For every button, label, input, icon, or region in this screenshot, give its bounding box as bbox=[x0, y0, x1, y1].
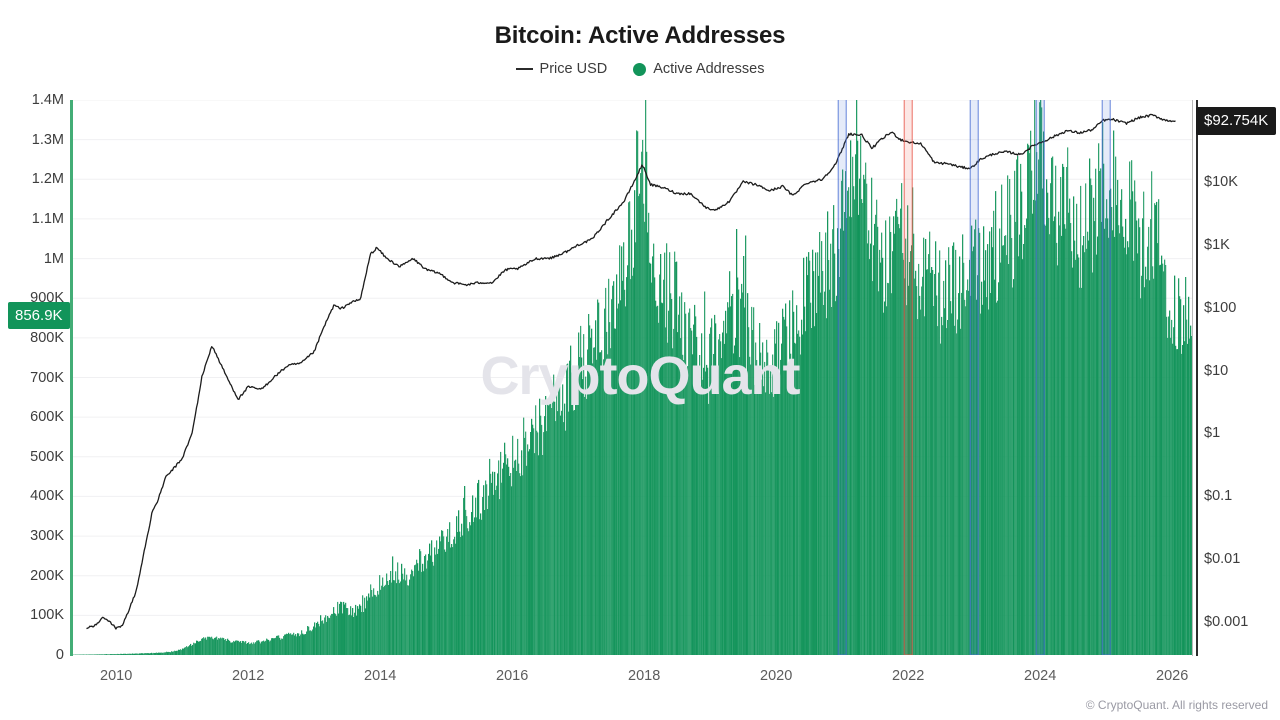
y-axis-left-tick: 1M bbox=[43, 250, 64, 267]
blue-marker-band bbox=[1101, 100, 1111, 655]
legend-label-active-addresses: Active Addresses bbox=[653, 61, 765, 77]
y-axis-left-tick: 1.2M bbox=[31, 171, 64, 188]
x-axis-tick: 2016 bbox=[496, 668, 529, 684]
vertical-marker-bands bbox=[837, 100, 1111, 655]
copyright-footer: © CryptoQuant. All rights reserved bbox=[1085, 698, 1268, 712]
line-dash-icon bbox=[515, 68, 533, 70]
active-addresses-bars bbox=[70, 100, 1192, 655]
y-axis-left-tick: 1.3M bbox=[31, 131, 64, 148]
left-axis-spine bbox=[70, 100, 73, 656]
plot-area[interactable] bbox=[70, 100, 1192, 655]
y-axis-left-tick: 500K bbox=[30, 448, 64, 465]
circle-dot-icon bbox=[633, 62, 647, 76]
x-axis-tick: 2024 bbox=[1024, 668, 1057, 684]
blue-marker-band bbox=[1035, 100, 1045, 655]
y-axis-left-tick: 0 bbox=[55, 647, 64, 663]
y-axis-right-tick: $100 bbox=[1204, 299, 1237, 316]
y-axis-left-tick: 1.1M bbox=[31, 210, 64, 227]
x-axis-tick: 2014 bbox=[364, 668, 397, 684]
y-axis-left-tick: 900K bbox=[30, 290, 64, 307]
right-axis-value-badge: $92.754K bbox=[1196, 106, 1277, 135]
y-axis-right-tick: $1K bbox=[1204, 236, 1230, 253]
x-axis-tick: 2020 bbox=[760, 668, 793, 684]
y-axis-left-tick: 1.4M bbox=[31, 92, 64, 108]
y-axis-left-tick: 100K bbox=[30, 607, 64, 624]
y-axis-right-tick: $0.1 bbox=[1204, 488, 1233, 505]
x-axis-tick: 2026 bbox=[1156, 668, 1189, 684]
legend-label-price: Price USD bbox=[539, 61, 608, 77]
y-axis-right-tick: $0.01 bbox=[1204, 551, 1241, 568]
right-axis-spine-inner bbox=[1192, 100, 1193, 656]
y-axis-left-tick: 400K bbox=[30, 488, 64, 505]
y-axis-left-tick: 600K bbox=[30, 409, 64, 426]
y-axis-right-tick: $10 bbox=[1204, 362, 1229, 379]
x-axis-tick: 2018 bbox=[628, 668, 661, 684]
right-axis-spine-outer bbox=[1196, 100, 1198, 656]
y-axis-right-tick: $10K bbox=[1204, 173, 1238, 190]
price-usd-line bbox=[86, 113, 1176, 630]
legend-item-active-addresses[interactable]: Active Addresses bbox=[633, 61, 764, 77]
x-axis-tick: 2010 bbox=[100, 668, 133, 684]
chart-legend: Price USD Active Addresses bbox=[0, 61, 1280, 77]
x-axis-tick: 2022 bbox=[892, 668, 925, 684]
blue-marker-band bbox=[837, 100, 847, 655]
x-axis-tick: 2012 bbox=[232, 668, 265, 684]
y-axis-left-tick: 300K bbox=[30, 528, 64, 545]
page-title: Bitcoin: Active Addresses bbox=[494, 22, 786, 49]
red-marker-band bbox=[903, 100, 913, 655]
blue-marker-band bbox=[969, 100, 979, 655]
left-axis-value-badge: 856.9K bbox=[8, 302, 70, 330]
y-axis-left-tick: 800K bbox=[30, 329, 64, 346]
chart-canvas bbox=[70, 100, 1192, 655]
y-axis-left-tick: 700K bbox=[30, 369, 64, 386]
y-axis-right-tick: $1 bbox=[1204, 425, 1221, 442]
y-axis-right-tick: $0.001 bbox=[1204, 614, 1249, 631]
y-axis-left-tick: 200K bbox=[30, 567, 64, 584]
legend-item-price[interactable]: Price USD bbox=[515, 61, 608, 77]
